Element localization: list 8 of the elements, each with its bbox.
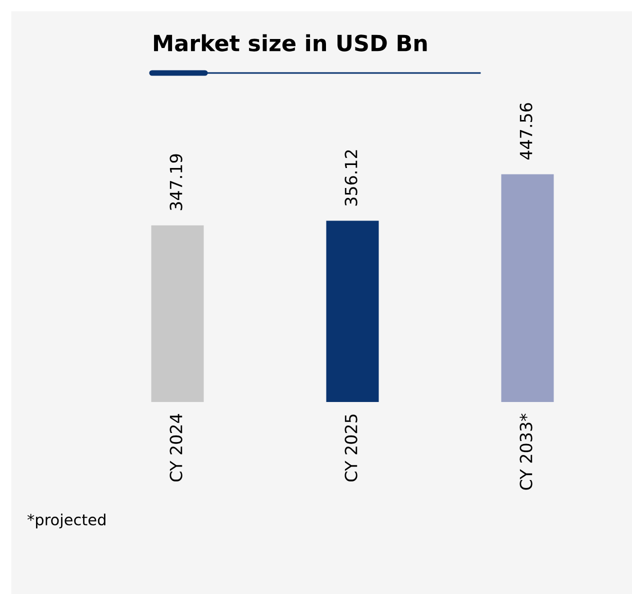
x-tick-label: CY 2024: [170, 414, 182, 482]
data-label: 356.12: [344, 150, 358, 206]
data-label: 347.19: [170, 154, 182, 210]
x-tick-label: CY 2025: [344, 414, 358, 482]
data-label: 447.56: [520, 103, 532, 160]
x-tick-label: CY 2033*: [520, 414, 532, 490]
chart-title: Market size in USD Bn: [154, 34, 427, 52]
text: *projected: [27, 514, 106, 528]
